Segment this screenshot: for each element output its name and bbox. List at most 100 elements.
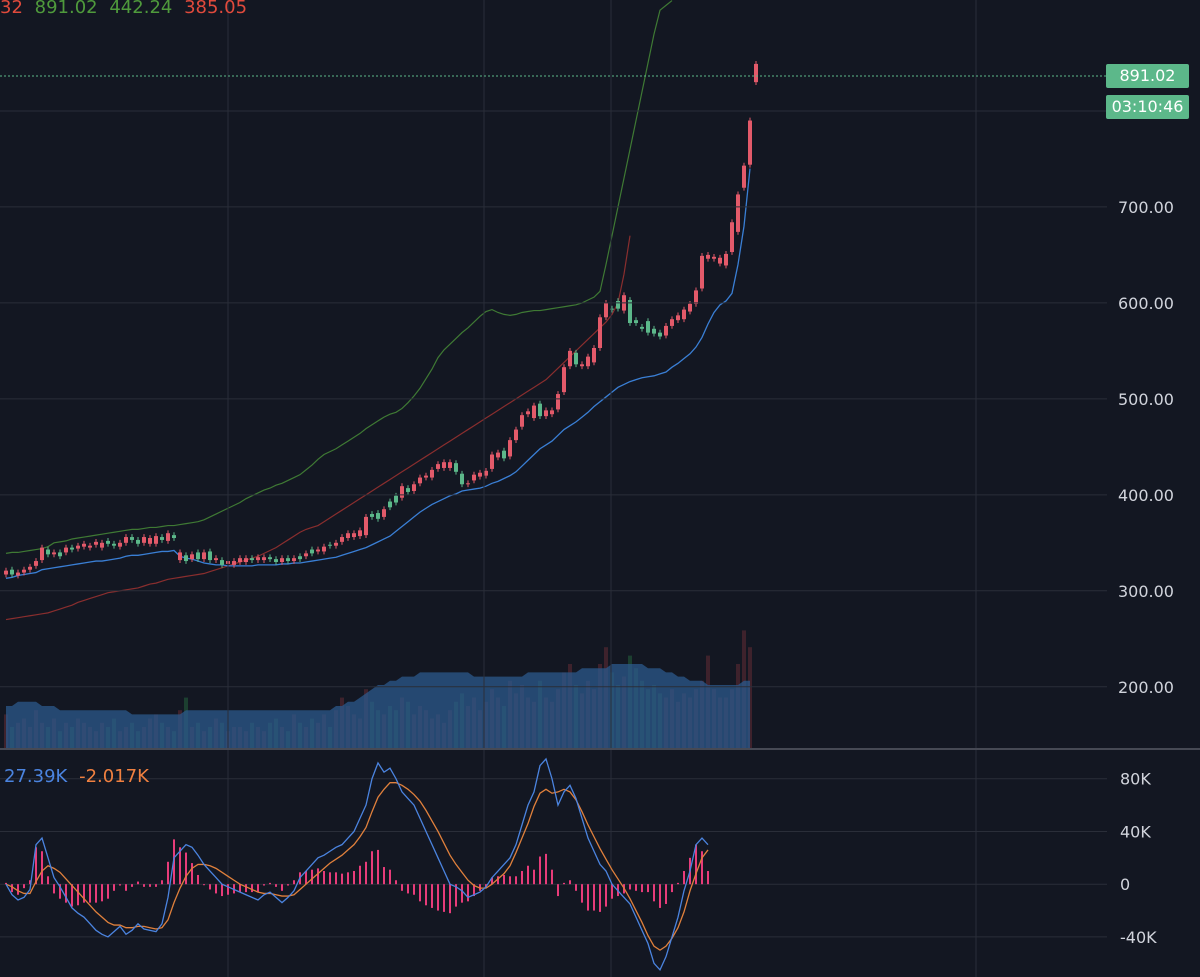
candle-body <box>70 547 74 550</box>
osc-histogram-bar <box>473 884 475 897</box>
osc-histogram-bar <box>605 884 607 907</box>
candle-body <box>124 537 128 543</box>
candle <box>310 546 314 557</box>
candle <box>568 347 572 370</box>
candle-body <box>220 560 224 565</box>
candle-body <box>64 547 68 553</box>
candle-body <box>262 557 266 561</box>
osc-histogram-bar <box>65 884 67 903</box>
osc-histogram-bar <box>629 884 631 890</box>
osc-histogram-bar <box>275 884 277 887</box>
candle <box>736 191 740 235</box>
candle <box>640 323 644 332</box>
osc-histogram-bar <box>53 884 55 894</box>
candle <box>658 329 662 340</box>
candle <box>664 323 668 339</box>
candle <box>370 511 374 520</box>
candle-body <box>244 558 248 563</box>
osc-histogram-bar <box>17 884 19 895</box>
osc-histogram-bar <box>353 871 355 885</box>
candle-body <box>10 569 14 575</box>
osc-histogram-bar <box>83 884 85 903</box>
candle <box>118 539 122 550</box>
candle <box>628 297 632 326</box>
osc-histogram-bar <box>131 884 133 887</box>
osc-histogram-bar <box>407 884 409 894</box>
candle <box>328 541 332 549</box>
candle <box>40 544 44 563</box>
osc-axis-label: 0 <box>1120 875 1130 894</box>
candle-body <box>322 546 326 552</box>
osc-histogram-bar <box>257 884 259 893</box>
candle <box>430 466 434 481</box>
osc-histogram-bar <box>635 884 637 891</box>
osc-histogram-bar <box>491 877 493 885</box>
candle <box>694 287 698 307</box>
candle-body <box>184 555 188 562</box>
candle <box>346 530 350 541</box>
candle-body <box>280 558 284 563</box>
candle <box>634 317 638 326</box>
candle-body <box>196 552 200 560</box>
osc-value-signal: -2.017K <box>79 766 149 787</box>
candle <box>274 556 278 565</box>
candle-body <box>352 533 356 538</box>
candle-body <box>748 120 752 165</box>
candle <box>172 532 176 541</box>
candle-body <box>700 255 704 289</box>
osc-axis-label: 80K <box>1120 770 1151 789</box>
candle <box>418 474 422 487</box>
osc-histogram-bar <box>557 884 559 897</box>
candle-body <box>604 302 608 318</box>
candle-body <box>190 554 194 560</box>
candle <box>382 506 386 520</box>
candle-body <box>382 509 386 517</box>
candle <box>562 364 566 396</box>
candle-body <box>424 475 428 478</box>
candle <box>232 558 236 568</box>
candle <box>598 314 602 351</box>
candle-body <box>172 535 176 539</box>
candle-body <box>484 470 488 476</box>
osc-histogram-bar <box>587 884 589 911</box>
candle-body <box>166 533 170 541</box>
candle-body <box>436 464 440 469</box>
osc-histogram-bar <box>245 884 247 893</box>
main-pane <box>4 0 758 748</box>
candle <box>34 558 38 569</box>
candle-body <box>544 410 548 417</box>
candle <box>184 552 188 564</box>
osc-histogram-bar <box>563 882 565 885</box>
candle <box>148 535 152 547</box>
candle <box>730 219 734 255</box>
candle <box>280 555 284 565</box>
osc-histogram-bar <box>677 882 679 885</box>
candle <box>556 391 560 413</box>
candle-body <box>682 309 686 320</box>
osc-histogram-bar <box>371 851 373 885</box>
price-axis-label: 300.00 <box>1118 582 1174 601</box>
candle <box>16 569 20 579</box>
candle-body <box>406 488 410 492</box>
candle <box>220 557 224 568</box>
candle-body <box>394 495 398 503</box>
candle <box>550 407 554 418</box>
candle <box>130 534 134 543</box>
candle <box>574 349 578 368</box>
candle <box>448 459 452 471</box>
osc-histogram-bar <box>23 884 25 889</box>
candle <box>424 472 428 481</box>
main-value-1: 891.02 <box>34 0 98 18</box>
candle <box>412 481 416 494</box>
candle-body <box>412 484 416 491</box>
candle-body <box>634 320 638 324</box>
candle-body <box>688 303 692 312</box>
candle <box>676 312 680 324</box>
candle <box>154 533 158 547</box>
candle <box>502 447 506 462</box>
osc-histogram-bar <box>203 884 205 886</box>
osc-histogram-bar <box>227 884 229 895</box>
osc-histogram-bar <box>437 884 439 911</box>
osc-histogram-bar <box>419 884 421 902</box>
